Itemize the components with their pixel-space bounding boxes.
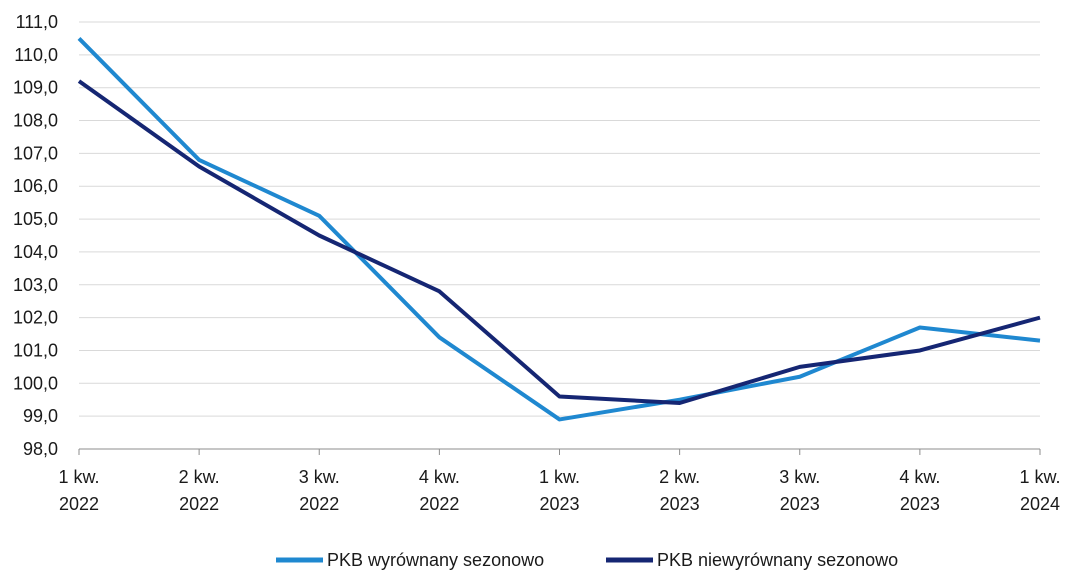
x-tick-label-year: 2023 [660,494,700,514]
x-tick-label-quarter: 1 kw. [1019,467,1060,487]
series-lines [77,37,1041,422]
legend: PKB wyrównany sezonowo PKB niewyrównany s… [276,550,898,570]
x-tick-labels: 1 kw. 2022 2 kw. 2022 3 kw. 2022 4 kw. 2022 1 kw… [58,467,1060,514]
y-tick-label: 104,0 [13,242,58,262]
y-tick-label: 109,0 [13,78,58,98]
x-tick-label-quarter: 2 kw. [659,467,700,487]
legend-label-0: PKB wyrównany sezonowo [327,550,544,570]
y-tick-label: 102,0 [13,308,58,328]
y-tick-label: 107,0 [13,143,58,163]
y-tick-label: 105,0 [13,209,58,229]
x-tick-label-quarter: 1 kw. [539,467,580,487]
x-tick-label-year: 2023 [900,494,940,514]
y-tick-labels: 98,0 99,0 100,0 101,0 102,0 103,0 104,0 105,0 10… [13,12,58,459]
x-tick-label-year: 2022 [179,494,219,514]
x-tick-label-quarter: 3 kw. [299,467,340,487]
y-tick-label: 98,0 [23,439,58,459]
x-tick-label-year: 2024 [1020,494,1060,514]
axes [78,448,1041,455]
x-tick-label-quarter: 3 kw. [779,467,820,487]
series-line-1 [77,79,1041,406]
y-tick-label: 111,0 [16,12,58,32]
x-tick-label-quarter: 2 kw. [179,467,220,487]
series-line-0 [77,37,1041,422]
gridlines [79,21,1040,417]
y-tick-label: 103,0 [13,275,58,295]
x-tick-label-quarter: 1 kw. [58,467,99,487]
y-tick-label: 106,0 [13,176,58,196]
x-tick-label-year: 2022 [299,494,339,514]
y-tick-label: 100,0 [13,373,58,393]
x-tick-label-year: 2023 [780,494,820,514]
x-tick-label-year: 2022 [59,494,99,514]
x-tick-label-year: 2023 [539,494,579,514]
x-tick-label-quarter: 4 kw. [899,467,940,487]
y-tick-label: 108,0 [13,111,58,131]
y-tick-label: 99,0 [23,406,58,426]
x-tick-label-quarter: 4 kw. [419,467,460,487]
y-tick-label: 101,0 [13,340,58,360]
legend-label-1: PKB niewyrównany sezonowo [657,550,898,570]
y-tick-label: 110,0 [14,45,58,65]
x-tick-label-year: 2022 [419,494,459,514]
